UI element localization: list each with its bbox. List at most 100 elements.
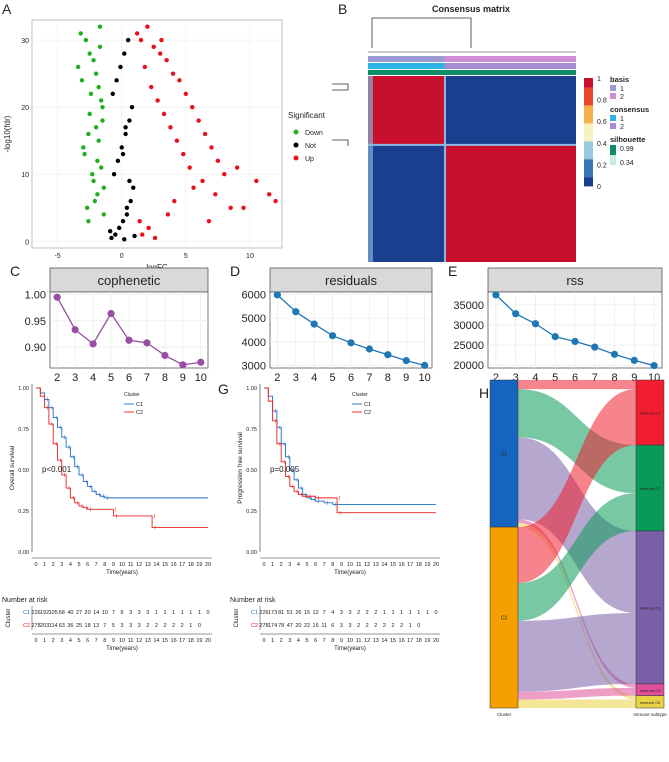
point-up bbox=[170, 71, 176, 76]
data-point bbox=[292, 308, 300, 316]
point-down bbox=[101, 212, 106, 217]
km-curve-c2 bbox=[36, 387, 208, 528]
y-tick-label: 0 bbox=[25, 239, 29, 246]
point-not bbox=[113, 232, 118, 237]
y-tick-label: 0.75 bbox=[246, 427, 257, 433]
risk-count: 114 bbox=[49, 623, 58, 629]
point-up bbox=[190, 104, 195, 110]
sankey-node-label: Immune C3 bbox=[640, 605, 661, 610]
risk-count: 2 bbox=[146, 623, 149, 629]
risk-count: 68 bbox=[59, 610, 65, 616]
annotation-legend-label: 0.99 bbox=[620, 146, 634, 153]
colorbar-segment bbox=[584, 182, 593, 185]
risk-count: 173 bbox=[268, 610, 277, 616]
x-tick-label: 15 bbox=[390, 562, 396, 568]
risk-count: 3 bbox=[129, 623, 132, 629]
colorbar-segment bbox=[584, 177, 593, 180]
x-tick-label: 10 bbox=[419, 372, 431, 384]
x-tick-label: 2 bbox=[54, 372, 60, 384]
risk-x-tick-label: 8 bbox=[103, 638, 106, 644]
x-tick-label: 8 bbox=[331, 562, 334, 568]
x-tick-label: 7 bbox=[323, 562, 326, 568]
y-tick-label: 0.00 bbox=[246, 550, 257, 556]
colorbar-segment bbox=[584, 115, 593, 118]
x-tick-label: 0 bbox=[120, 253, 124, 260]
y-tick-label: 1.00 bbox=[246, 386, 257, 392]
risk-count: 14 bbox=[93, 610, 99, 616]
risk-count: 40 bbox=[67, 610, 73, 616]
point-down bbox=[99, 98, 104, 103]
data-point bbox=[89, 340, 97, 348]
point-up bbox=[137, 218, 142, 224]
colorbar-segment bbox=[584, 96, 593, 99]
panel-letter-a: A bbox=[2, 1, 12, 17]
point-up bbox=[234, 165, 240, 170]
risk-count: 1 bbox=[383, 610, 386, 616]
colorbar-segment bbox=[584, 94, 593, 97]
risk-count: 1 bbox=[181, 610, 184, 616]
risk-count: 0 bbox=[417, 623, 420, 629]
data-point bbox=[71, 326, 79, 334]
sankey-node-label: C1 bbox=[501, 452, 508, 458]
risk-count: 0 bbox=[434, 610, 437, 616]
point-up bbox=[273, 198, 278, 204]
colorbar-segment bbox=[584, 103, 593, 106]
panel-g-progression-free-survival: G0.000.250.500.751.000 1 2 3 4 5 6 7 8 9 10 11 12 13 1… bbox=[218, 381, 440, 652]
panel-a-volcano: A -5 0 5 10 0 10 20 30 logFC -log10(fdr) Significan… bbox=[2, 1, 326, 272]
risk-count: 3 bbox=[138, 623, 141, 629]
colorbar-segment bbox=[584, 112, 593, 115]
data-point bbox=[384, 351, 392, 359]
point-not bbox=[118, 64, 123, 70]
heatmap-title: Consensus matrix bbox=[432, 4, 510, 14]
risk-count: 2 bbox=[163, 623, 166, 629]
point-up bbox=[222, 172, 227, 177]
x-tick-label: -5 bbox=[55, 253, 61, 260]
x-tick-label: 8 bbox=[103, 562, 106, 568]
heatmap-block-22 bbox=[444, 144, 576, 262]
sankey-flow bbox=[518, 687, 636, 700]
data-point bbox=[492, 291, 500, 299]
risk-x-tick-label: 0 bbox=[34, 638, 37, 644]
panel-f-overall-survival: F0.000.250.500.751.000123456789101112131… bbox=[2, 384, 212, 652]
facet-strip bbox=[269, 267, 433, 293]
annotation-legend-label: 2 bbox=[620, 94, 624, 101]
data-point bbox=[365, 345, 374, 353]
colorbar-segment bbox=[584, 81, 593, 84]
colorbar-tick-label: 0.8 bbox=[597, 98, 607, 105]
colorbar-segment bbox=[584, 150, 593, 153]
risk-count: 2 bbox=[374, 610, 377, 616]
risk-x-tick-label: 1 bbox=[271, 638, 274, 644]
risk-count: 7 bbox=[323, 610, 326, 616]
point-up bbox=[213, 192, 218, 197]
data-point bbox=[630, 356, 638, 364]
risk-x-tick-label: 11 bbox=[356, 638, 362, 644]
risk-count: 1 bbox=[155, 610, 158, 616]
point-up bbox=[140, 232, 145, 237]
point-up bbox=[146, 225, 151, 231]
risk-x-tick-label: 0 bbox=[262, 638, 265, 644]
point-up bbox=[191, 185, 196, 190]
point-down bbox=[87, 51, 92, 56]
y-tick-label: 0.25 bbox=[18, 509, 29, 515]
sankey-node-label: Immune C1 bbox=[640, 411, 661, 416]
point-not bbox=[127, 118, 132, 123]
data-point bbox=[591, 343, 599, 351]
risk-count: 278 bbox=[259, 623, 268, 629]
point-down bbox=[101, 185, 106, 190]
x-tick-label: 3 bbox=[72, 372, 78, 384]
x-tick-label: 6 bbox=[314, 562, 317, 568]
colorbar-segment bbox=[584, 78, 593, 81]
colorbar-segment bbox=[584, 130, 593, 133]
panel-letter-b: B bbox=[338, 1, 347, 17]
point-up bbox=[183, 91, 189, 96]
x-tick-label: 8 bbox=[611, 372, 617, 384]
x-tick-label: 6 bbox=[86, 562, 89, 568]
legend-label: C1 bbox=[136, 402, 143, 408]
risk-count: 226 bbox=[31, 610, 40, 616]
point-down bbox=[93, 125, 99, 130]
risk-count: 27 bbox=[76, 610, 82, 616]
panel-letter-e: E bbox=[448, 263, 457, 279]
point-up bbox=[187, 165, 192, 170]
x-tick-label: 14 bbox=[381, 562, 387, 568]
